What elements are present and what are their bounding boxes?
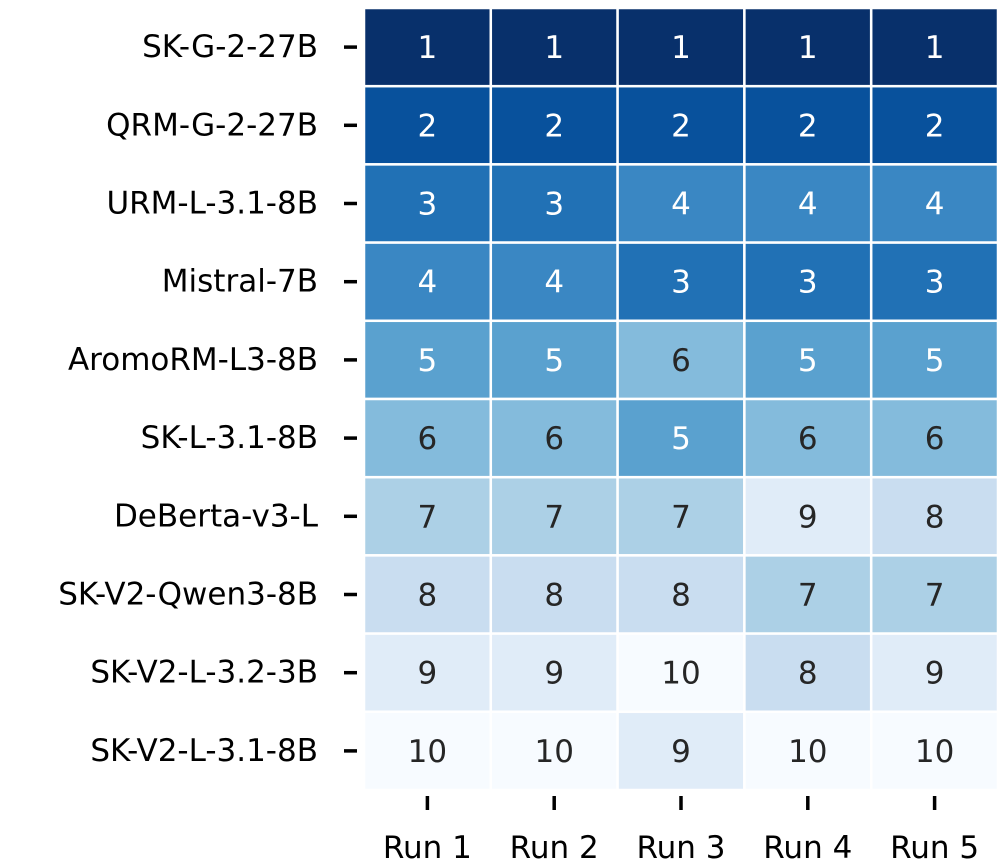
- cell-value-label: 3: [671, 265, 691, 301]
- heatmap-cell-r9-c3: [616, 632, 746, 714]
- row-label: QRM-G-2-27B: [106, 107, 318, 143]
- row-label: SK-G-2-27B: [142, 29, 318, 65]
- column-label: Run 2: [510, 830, 599, 863]
- heatmap-cell-r9-c5: [869, 632, 998, 714]
- cell-value-label: 5: [925, 343, 945, 379]
- cell-value-label: 6: [671, 343, 691, 379]
- cell-value-label: 1: [418, 30, 438, 66]
- cell-value-label: 2: [798, 108, 818, 144]
- row-label: SK-V2-L-3.2-3B: [90, 655, 318, 691]
- heatmap-cell-r2-c2: [489, 84, 619, 166]
- cell-value-label: 4: [544, 265, 564, 301]
- cell-value-label: 4: [925, 187, 945, 223]
- cell-value-label: 1: [544, 30, 564, 66]
- heatmap-cell-r8-c4: [743, 554, 873, 635]
- heatmap-cell-r9-c2: [489, 632, 619, 714]
- heatmap-cell-r5-c4: [743, 319, 873, 401]
- heatmap-cell-r8-c1: [362, 554, 493, 635]
- heatmap-cell-r7-c5: [869, 475, 998, 557]
- cell-value-label: 6: [544, 421, 564, 457]
- column-label: Run 3: [636, 830, 725, 863]
- cell-value-label: 6: [798, 421, 818, 457]
- heatmap-cell-r8-c2: [489, 554, 619, 635]
- cell-value-label: 9: [544, 656, 564, 692]
- heatmap-cell-r10-c3: [616, 710, 746, 792]
- heatmap-cell-r7-c2: [489, 475, 619, 557]
- cell-value-label: 2: [418, 108, 438, 144]
- cell-value-label: 10: [534, 734, 573, 770]
- cell-value-label: 2: [544, 108, 564, 144]
- cell-value-label: 7: [925, 578, 945, 614]
- cell-value-label: 5: [544, 343, 564, 379]
- heatmap-cell-r3-c3: [616, 163, 746, 244]
- cell-value-label: 9: [798, 499, 818, 535]
- cell-value-label: 3: [798, 265, 818, 301]
- cell-value-label: 8: [418, 578, 438, 614]
- row-label: SK-L-3.1-8B: [141, 420, 318, 456]
- column-label: Run 5: [890, 830, 979, 863]
- cell-value-label: 5: [798, 343, 818, 379]
- row-axis: SK-G-2-27B QRM-G-2-27B URM-L-3.1-8B Mistral…: [58, 29, 357, 769]
- cell-value-label: 3: [418, 187, 438, 223]
- row-label: SK-V2-Qwen3-8B: [58, 577, 318, 613]
- row-label: Mistral-7B: [162, 264, 318, 300]
- heatmap-cell-r10-c4: [743, 710, 873, 792]
- heatmap-cell-r1-c2: [489, 6, 619, 88]
- cell-value-label: 7: [418, 499, 438, 535]
- cell-value-label: 2: [671, 108, 691, 144]
- cell-value-label: 1: [671, 30, 691, 66]
- row-label: SK-V2-L-3.1-8B: [90, 733, 318, 769]
- cell-value-label: 7: [544, 499, 564, 535]
- heatmap-cell-r5-c3: [616, 319, 746, 401]
- cell-value-label: 10: [661, 656, 700, 692]
- column-axis: Run 1 Run 2 Run 3 Run 4 Run 5: [383, 796, 979, 863]
- column-label: Run 4: [763, 830, 852, 863]
- row-label: URM-L-3.1-8B: [106, 186, 318, 222]
- cell-value-label: 9: [418, 656, 438, 692]
- cell-value-label: 6: [418, 421, 438, 457]
- row-label: AromoRM-L3-8B: [68, 342, 318, 378]
- cell-value-label: 8: [925, 499, 945, 535]
- cell-value-label: 9: [925, 656, 945, 692]
- cell-value-label: 3: [925, 265, 945, 301]
- cell-value-label: 1: [925, 30, 945, 66]
- cell-value-label: 7: [798, 578, 818, 614]
- cell-value-label: 10: [788, 734, 827, 770]
- row-label: DeBerta-v3-L: [114, 498, 319, 534]
- cell-value-label: 9: [671, 734, 691, 770]
- cell-value-label: 5: [671, 421, 691, 457]
- cell-value-label: 4: [798, 187, 818, 223]
- cell-value-label: 5: [418, 343, 438, 379]
- heatmap-cell-r10-c2: [489, 710, 619, 792]
- cell-value-label: 8: [671, 578, 691, 614]
- heatmap-cell-r8-c5: [869, 554, 998, 635]
- heatmap-cell-r5-c5: [869, 319, 998, 401]
- heatmap-cell-r6-c5: [869, 397, 998, 479]
- cell-value-label: 4: [671, 187, 691, 223]
- cell-value-label: 10: [915, 734, 954, 770]
- cell-value-label: 7: [671, 499, 691, 535]
- cell-value-label: 4: [418, 265, 438, 301]
- cell-value-label: 1: [798, 30, 818, 66]
- heatmap-cells: 1 1 1 1 1 2 2 2 2 2 3 3 4 4 4 4 4 3 3 3 5 5 6 5 5 6 6 5 6 6 7 7 7 9 8 8 8 8 7 7…: [362, 6, 998, 792]
- heatmap-cell-r5-c2: [489, 319, 619, 401]
- heatmap-cell-r1-c1: [362, 6, 493, 88]
- cell-value-label: 8: [798, 656, 818, 692]
- cell-value-label: 8: [544, 578, 564, 614]
- heatmap-cell-r9-c4: [743, 632, 873, 714]
- heatmap-cell-r2-c5: [869, 84, 998, 166]
- heatmap-cell-r4-c5: [869, 241, 998, 323]
- heatmap-cell-r4-c4: [743, 241, 873, 323]
- cell-value-label: 2: [925, 108, 945, 144]
- column-label: Run 1: [383, 830, 472, 863]
- heatmap-cell-r10-c5: [869, 710, 998, 792]
- cell-value-label: 10: [408, 734, 447, 770]
- cell-value-label: 6: [925, 421, 945, 457]
- cell-value-label: 3: [544, 187, 564, 223]
